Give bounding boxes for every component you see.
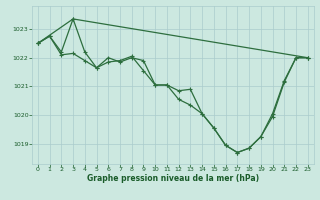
X-axis label: Graphe pression niveau de la mer (hPa): Graphe pression niveau de la mer (hPa) bbox=[87, 174, 259, 183]
